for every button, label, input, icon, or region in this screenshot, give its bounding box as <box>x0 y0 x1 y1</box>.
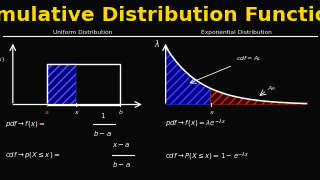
Polygon shape <box>166 47 211 105</box>
Text: x: x <box>75 110 78 115</box>
Text: $b - a$: $b - a$ <box>112 160 131 169</box>
Text: Uniform Distribution: Uniform Distribution <box>53 30 112 35</box>
Text: Cumulative Distribution Functions: Cumulative Distribution Functions <box>0 6 320 25</box>
Text: b: b <box>118 110 122 115</box>
Text: $pdf \rightarrow f(x) = $: $pdf \rightarrow f(x) = $ <box>5 119 45 129</box>
Text: $cdf = A_L$: $cdf = A_L$ <box>236 54 262 63</box>
Text: $1$: $1$ <box>100 111 105 120</box>
Text: $cdf \rightarrow P(X \leq x) = 1 - e^{-\lambda x}$: $cdf \rightarrow P(X \leq x) = 1 - e^{-\… <box>165 151 250 163</box>
Text: Exponential Distribution: Exponential Distribution <box>201 30 272 35</box>
Polygon shape <box>211 89 307 105</box>
Bar <box>47 64 120 105</box>
Text: $\lambda$: $\lambda$ <box>154 38 160 49</box>
Text: $x - a$: $x - a$ <box>112 141 131 149</box>
Text: $b - a$: $b - a$ <box>93 129 112 138</box>
Text: $f(x)$: $f(x)$ <box>0 55 5 64</box>
Text: a: a <box>45 110 49 115</box>
Text: $A_R$: $A_R$ <box>267 84 276 93</box>
Polygon shape <box>47 64 76 105</box>
Text: $pdf \rightarrow f(x) = \lambda e^{-\lambda x}$: $pdf \rightarrow f(x) = \lambda e^{-\lam… <box>165 118 226 130</box>
Text: x: x <box>209 110 212 115</box>
Text: $cdf \rightarrow p(X \leq x) = $: $cdf \rightarrow p(X \leq x) = $ <box>5 150 60 160</box>
